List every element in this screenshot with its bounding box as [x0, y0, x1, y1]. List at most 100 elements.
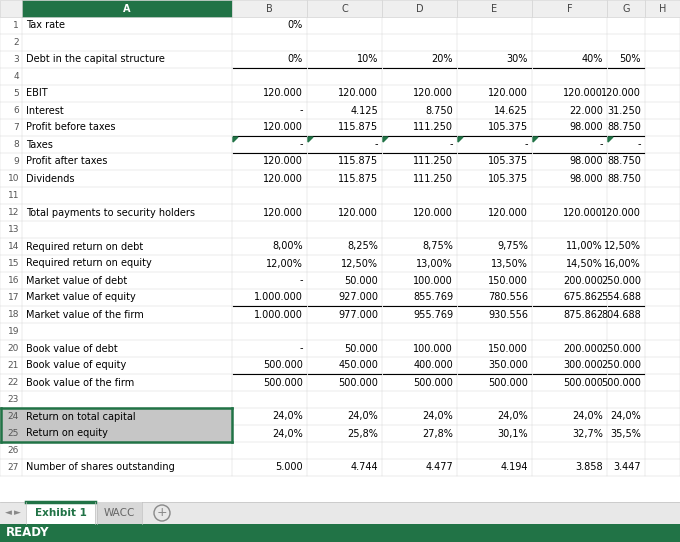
Text: 400.000: 400.000 — [413, 360, 453, 371]
Text: 120.000: 120.000 — [263, 173, 303, 184]
Text: 930.556: 930.556 — [488, 309, 528, 319]
Text: 24,0%: 24,0% — [610, 411, 641, 422]
Text: WACC: WACC — [104, 508, 135, 518]
Text: 21: 21 — [7, 361, 19, 370]
Bar — [382, 0, 457, 17]
Text: 31.250: 31.250 — [607, 106, 641, 115]
Text: 115.875: 115.875 — [338, 122, 378, 132]
Text: 855.769: 855.769 — [413, 293, 453, 302]
Text: Dividends: Dividends — [26, 173, 75, 184]
Polygon shape — [608, 137, 613, 142]
Text: B: B — [266, 3, 273, 14]
Text: H: H — [659, 3, 666, 14]
Text: 554.688: 554.688 — [601, 293, 641, 302]
Text: 5.000: 5.000 — [275, 462, 303, 473]
Text: 120.000: 120.000 — [601, 208, 641, 217]
Text: C: C — [341, 3, 348, 14]
Text: 50.000: 50.000 — [344, 275, 378, 286]
Text: Return on total capital: Return on total capital — [26, 411, 135, 422]
Text: 14,50%: 14,50% — [566, 259, 603, 268]
Text: 675.862: 675.862 — [563, 293, 603, 302]
Text: Debt in the capital structure: Debt in the capital structure — [26, 55, 165, 64]
Text: Total payments to security holders: Total payments to security holders — [26, 208, 195, 217]
Text: 500.000: 500.000 — [563, 377, 603, 388]
Text: 875.862: 875.862 — [563, 309, 603, 319]
Bar — [307, 0, 382, 17]
Text: 4.125: 4.125 — [350, 106, 378, 115]
Text: Required return on debt: Required return on debt — [26, 242, 143, 251]
Text: 105.375: 105.375 — [488, 157, 528, 166]
Text: 500.000: 500.000 — [413, 377, 453, 388]
Text: 250.000: 250.000 — [601, 275, 641, 286]
Text: 4.194: 4.194 — [500, 462, 528, 473]
Text: 9: 9 — [13, 157, 19, 166]
Polygon shape — [533, 137, 538, 142]
Text: 3: 3 — [13, 55, 19, 64]
Bar — [26, 502, 95, 524]
Text: A: A — [123, 3, 131, 14]
Text: 150.000: 150.000 — [488, 275, 528, 286]
Text: 350.000: 350.000 — [488, 360, 528, 371]
Text: 5: 5 — [13, 89, 19, 98]
Text: 977.000: 977.000 — [338, 309, 378, 319]
Text: 13: 13 — [7, 225, 19, 234]
Text: 25,8%: 25,8% — [347, 429, 378, 438]
Text: 105.375: 105.375 — [488, 122, 528, 132]
Text: 500.000: 500.000 — [601, 377, 641, 388]
Text: 98.000: 98.000 — [569, 157, 603, 166]
Text: 18: 18 — [7, 310, 19, 319]
Text: 4.477: 4.477 — [425, 462, 453, 473]
Text: 105.375: 105.375 — [488, 173, 528, 184]
Polygon shape — [233, 137, 238, 142]
Text: 927.000: 927.000 — [338, 293, 378, 302]
Text: 12,00%: 12,00% — [266, 259, 303, 268]
Text: ◄: ◄ — [5, 508, 12, 518]
Text: 120.000: 120.000 — [563, 208, 603, 217]
Text: 8,75%: 8,75% — [422, 242, 453, 251]
Text: 8: 8 — [13, 140, 19, 149]
Text: -: - — [449, 139, 453, 150]
Text: 24,0%: 24,0% — [272, 411, 303, 422]
Text: 804.688: 804.688 — [601, 309, 641, 319]
Text: READY: READY — [6, 526, 50, 539]
Text: 120.000: 120.000 — [488, 88, 528, 99]
Text: -: - — [299, 344, 303, 353]
Bar — [457, 0, 532, 17]
Bar — [0, 502, 680, 524]
Bar — [22, 0, 232, 17]
Text: 19: 19 — [7, 327, 19, 336]
Text: 16: 16 — [7, 276, 19, 285]
Text: 1.000.000: 1.000.000 — [254, 309, 303, 319]
Text: 250.000: 250.000 — [601, 360, 641, 371]
Text: 100.000: 100.000 — [413, 275, 453, 286]
Text: 27,8%: 27,8% — [422, 429, 453, 438]
Text: 27: 27 — [7, 463, 19, 472]
Text: 120.000: 120.000 — [413, 88, 453, 99]
Text: 111.250: 111.250 — [413, 173, 453, 184]
Text: Tax rate: Tax rate — [26, 21, 65, 30]
Text: 50.000: 50.000 — [344, 344, 378, 353]
Text: 20%: 20% — [432, 55, 453, 64]
Text: 200.000: 200.000 — [563, 275, 603, 286]
Text: -: - — [524, 139, 528, 150]
Text: -: - — [299, 275, 303, 286]
Text: 20: 20 — [7, 344, 19, 353]
Polygon shape — [308, 137, 313, 142]
Text: 120.000: 120.000 — [601, 88, 641, 99]
Text: 100.000: 100.000 — [413, 344, 453, 353]
Text: 450.000: 450.000 — [338, 360, 378, 371]
Text: 24,0%: 24,0% — [497, 411, 528, 422]
Text: 500.000: 500.000 — [263, 360, 303, 371]
Text: 24: 24 — [7, 412, 19, 421]
Bar — [0, 408, 232, 425]
Text: 300.000: 300.000 — [563, 360, 603, 371]
Text: -: - — [299, 139, 303, 150]
Polygon shape — [383, 137, 388, 142]
Text: Exhibit 1: Exhibit 1 — [35, 508, 86, 518]
Text: Book value of debt: Book value of debt — [26, 344, 118, 353]
Text: 88.750: 88.750 — [607, 173, 641, 184]
Text: ►: ► — [14, 508, 20, 518]
Bar — [0, 425, 232, 442]
Text: Interest: Interest — [26, 106, 64, 115]
Text: 13,00%: 13,00% — [416, 259, 453, 268]
